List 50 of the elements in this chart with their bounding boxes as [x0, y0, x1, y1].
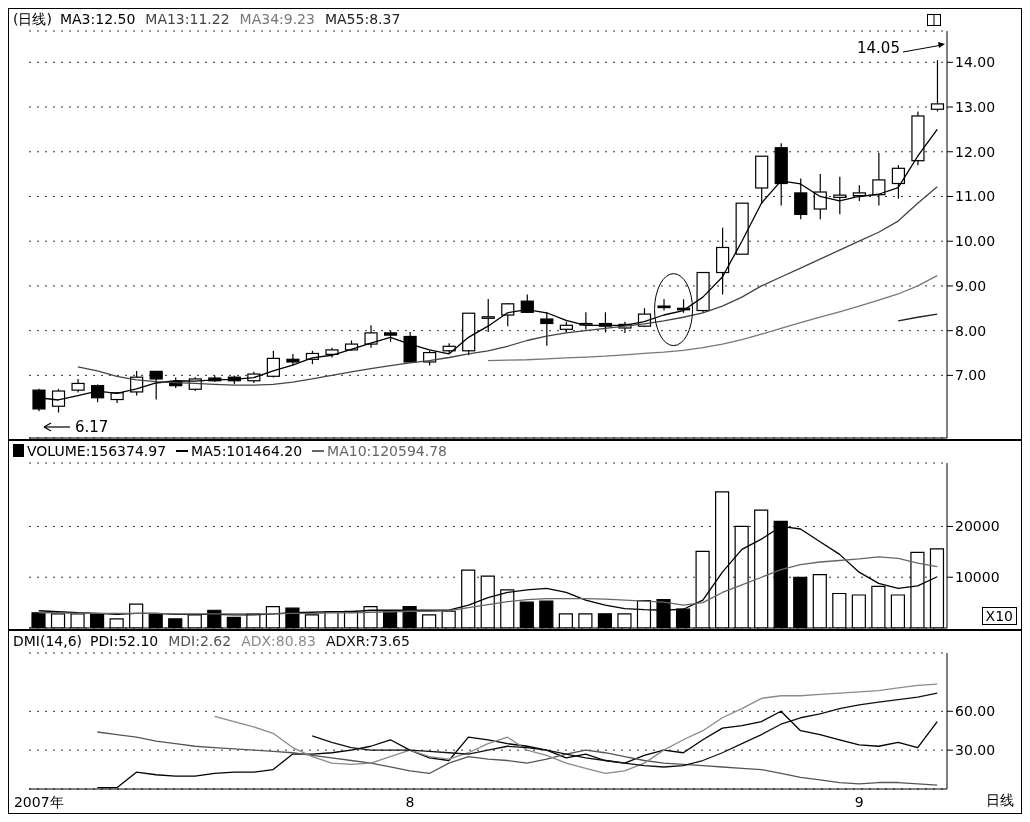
y-tick-label: 60.00 — [955, 703, 996, 720]
y-tick-label: 13.00 — [955, 99, 996, 115]
legend-label: VOLUME:156374.97 — [26, 443, 167, 459]
legend-label: MA10:120594.78 — [326, 443, 447, 459]
candlestick — [657, 298, 671, 312]
x-tick-label: 9 — [854, 793, 864, 810]
x-tick-label: 2007年 — [13, 793, 64, 810]
x-tick-label: 8 — [405, 793, 415, 810]
candlestick — [891, 164, 905, 200]
y-tick-label: 8.00 — [955, 322, 987, 339]
chart-title: (日线) — [13, 11, 52, 27]
candlestick — [540, 311, 554, 347]
chart-title: DMI(14,6) — [13, 633, 83, 649]
line-series — [487, 275, 938, 362]
y-tick-label: 9.00 — [955, 277, 987, 294]
candlestick — [794, 177, 808, 220]
candlestick — [833, 176, 847, 215]
line-series — [38, 556, 938, 615]
annotation: 14.05 — [857, 39, 900, 57]
y-tick-label: 30.00 — [955, 742, 996, 759]
line-series — [311, 692, 938, 768]
candlestick — [872, 152, 886, 207]
annotation: 6.17 — [75, 418, 109, 436]
line-series — [213, 683, 938, 775]
candlestick — [813, 173, 827, 220]
text: MA34:9.23 — [239, 11, 315, 27]
candlestick — [520, 293, 534, 314]
text: ADXR:73.65 — [325, 633, 410, 649]
text: X10 — [981, 607, 1017, 625]
y-tick-label: 20000 — [955, 518, 1000, 535]
text: MA13:11.22 — [145, 11, 230, 27]
text: 日线 — [983, 792, 1017, 810]
y-tick-label: 7.00 — [955, 367, 987, 384]
y-tick-label: 11.00 — [955, 188, 996, 205]
text: ADX:80.83 — [241, 633, 316, 649]
candlestick — [930, 59, 945, 113]
legend-label: MA5:101464.20 — [190, 443, 303, 459]
text: MA3:12.50 — [59, 11, 136, 27]
text: PDI:52.10 — [90, 633, 159, 649]
y-tick-label: 14.00 — [955, 54, 996, 71]
text: MDI:2.62 — [168, 633, 232, 649]
candlestick — [266, 350, 280, 379]
candlestick — [364, 324, 378, 349]
candlestick — [286, 353, 300, 367]
line-series — [96, 731, 938, 786]
y-tick-label: 10000 — [955, 569, 1000, 586]
y-tick-label: 12.00 — [955, 143, 996, 160]
text: MA55:8.37 — [324, 11, 401, 27]
candlestick — [481, 298, 495, 333]
y-tick-label: 10.00 — [955, 233, 996, 250]
